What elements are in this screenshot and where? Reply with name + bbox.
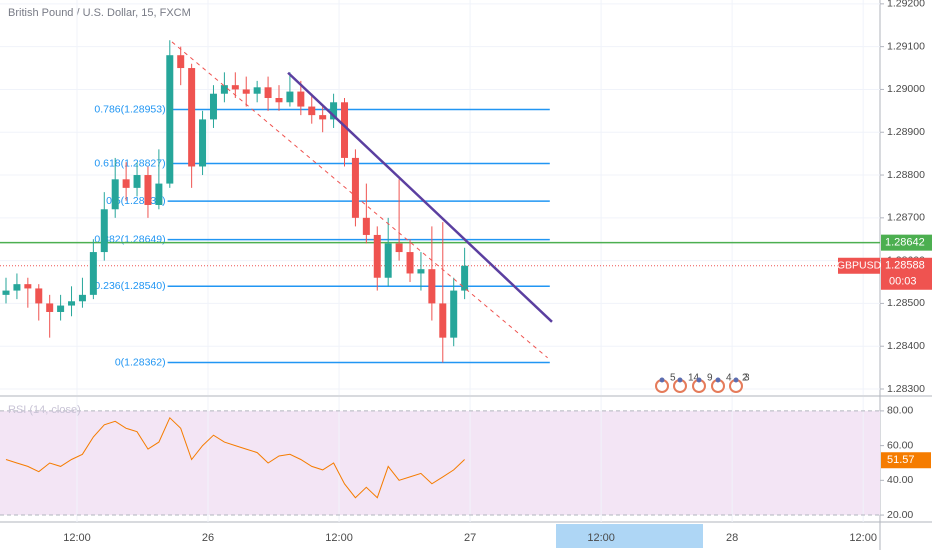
candle-body	[35, 288, 43, 304]
candle-body	[362, 217, 370, 235]
x-tick-label: 12:00	[587, 532, 615, 544]
symbol-label: GBPUSD	[837, 260, 882, 272]
y-tick-label: 1.28700	[887, 212, 925, 224]
candle-body	[450, 290, 458, 338]
y-tick-label: 1.28400	[887, 340, 925, 352]
event-icon-dot	[696, 377, 702, 383]
candle-body	[111, 179, 119, 210]
alert-label: 1.28642	[885, 237, 925, 249]
x-tick-label: 12:00	[849, 532, 877, 544]
candle-body	[46, 303, 54, 312]
candle-body	[78, 294, 86, 302]
x-tick-label: 12:00	[325, 532, 353, 544]
candle-body	[439, 303, 447, 338]
candle-body	[275, 98, 283, 103]
fib-label: 0.786(1.28953)	[94, 103, 165, 115]
candle-body	[308, 106, 316, 116]
candle-body	[373, 234, 381, 278]
x-tick-label: 28	[726, 532, 738, 544]
rsi-label: RSI (14, close)	[8, 404, 81, 416]
event-icon-dot	[715, 377, 721, 383]
candle-body	[122, 179, 130, 188]
candle-body	[395, 243, 403, 253]
candle-body	[253, 87, 261, 94]
y-tick-label: 1.29100	[887, 40, 925, 52]
candle-body	[209, 93, 217, 120]
candle-body	[100, 209, 108, 253]
symbol-box	[838, 257, 880, 274]
event-count: 3	[744, 373, 750, 384]
candle-body	[406, 252, 414, 274]
last-price-label: 1.28588	[885, 260, 925, 272]
rsi-tick-label: 80.00	[887, 405, 913, 417]
y-tick-label: 1.29200	[887, 0, 925, 10]
rsi-last-label: 51.57	[887, 454, 915, 466]
alert-box	[881, 234, 932, 251]
event-count: 14	[688, 373, 700, 384]
candle-body	[384, 243, 392, 278]
x-tick-label: 12:00	[63, 532, 91, 544]
x-tick-label: 26	[202, 532, 214, 544]
candle-body	[264, 87, 272, 99]
candle-body	[351, 157, 359, 218]
event-icon-dot	[677, 377, 683, 383]
candle-body	[428, 269, 436, 304]
candle-body	[13, 284, 21, 291]
last-price-box	[881, 257, 932, 290]
candle-body	[242, 89, 250, 94]
trendline	[171, 41, 548, 359]
fib-label: 0.236(1.28540)	[94, 280, 165, 292]
y-tick-label: 1.29000	[887, 83, 925, 95]
candle-body	[166, 55, 174, 184]
candle-body	[330, 102, 338, 120]
event-count: 2	[742, 373, 748, 384]
candle-body	[286, 91, 294, 103]
candle-body	[57, 305, 65, 312]
candle-body	[220, 85, 228, 94]
y-tick-label: 1.28300	[887, 383, 925, 395]
chart-title: British Pound / U.S. Dollar, 15, FXCM	[8, 7, 191, 19]
countdown-label: 00:03	[889, 276, 917, 288]
rsi-tick-label: 40.00	[887, 474, 913, 486]
rsi-line	[5, 416, 465, 499]
trendline	[287, 71, 553, 323]
candle-body	[68, 301, 76, 306]
y-tick-label: 1.28500	[887, 297, 925, 309]
candle-body	[319, 115, 327, 120]
event-icon-dot	[659, 377, 665, 383]
y-tick-label: 1.28900	[887, 126, 925, 138]
candle-body	[231, 85, 239, 90]
rsi-last-box	[881, 452, 931, 469]
candle-body	[133, 175, 141, 188]
rsi-band	[0, 410, 880, 516]
rsi-tick-label: 60.00	[887, 439, 913, 451]
candle-body	[461, 265, 469, 291]
fib-label: 0.618(1.28827)	[94, 157, 165, 169]
candle-body	[144, 175, 152, 205]
event-count: 4	[726, 373, 732, 384]
candle-body	[341, 102, 349, 158]
time-highlight	[556, 524, 703, 548]
candle-body	[417, 269, 425, 274]
rsi-tick-label: 20.00	[887, 509, 913, 521]
candle-body	[188, 68, 196, 167]
event-count: 5	[670, 373, 676, 384]
candle-body	[24, 284, 32, 289]
candle-body	[155, 183, 163, 205]
event-count: 9	[707, 373, 713, 384]
event-icon-dot	[733, 377, 739, 383]
candle-body	[2, 290, 10, 295]
x-tick-label: 27	[464, 532, 476, 544]
fib-label: 0(1.28362)	[115, 356, 166, 368]
y-tick-label: 1.28800	[887, 169, 925, 181]
candle-body	[89, 252, 97, 295]
candle-body	[297, 91, 305, 107]
candle-body	[177, 55, 185, 69]
candle-body	[199, 119, 207, 167]
